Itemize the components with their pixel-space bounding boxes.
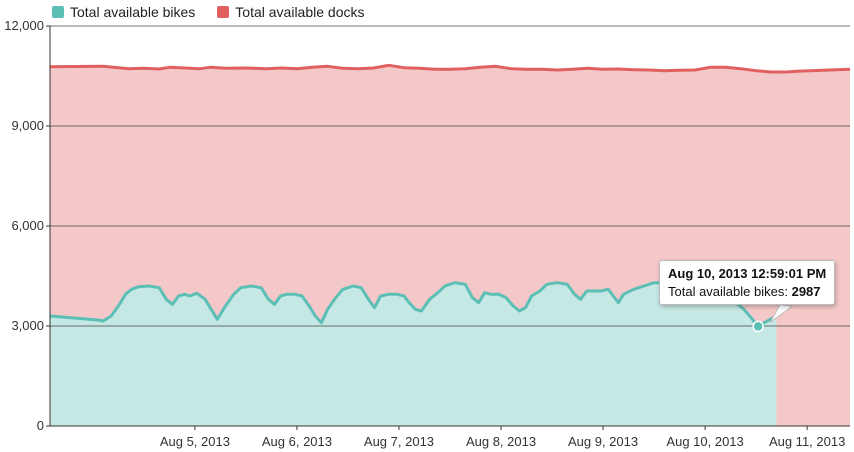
tooltip-body: Total available bikes: 2987 — [668, 284, 821, 299]
series-areas — [50, 65, 850, 427]
legend: Total available bikes Total available do… — [52, 4, 386, 20]
x-tick-label: Aug 5, 2013 — [160, 434, 230, 449]
x-tick-label: Aug 10, 2013 — [666, 434, 743, 449]
gridlines — [50, 25, 850, 327]
x-tick-label: Aug 11, 2013 — [769, 434, 845, 449]
tooltip-point — [752, 320, 764, 333]
legend-item-docks[interactable]: Total available docks — [217, 4, 364, 20]
y-tick-label: 3,000 — [11, 318, 44, 333]
tooltip-title: Aug 10, 2013 12:59:01 PM — [668, 266, 827, 281]
legend-label-bikes: Total available bikes — [70, 4, 196, 20]
legend-label-docks: Total available docks — [235, 4, 365, 20]
y-tick-label: 6,000 — [11, 218, 44, 233]
tooltip-value: 2987 — [791, 284, 821, 299]
x-tick-label: Aug 9, 2013 — [568, 434, 638, 449]
x-axis-ticks: Aug 5, 2013 Aug 6, 2013 Aug 7, 2013 Aug 8, … — [160, 426, 845, 449]
y-tick-label: 0 — [37, 418, 44, 433]
tooltip-series-name: Total available bikes — [668, 284, 785, 299]
tooltip-pointer — [769, 303, 794, 323]
x-tick-label: Aug 6, 2013 — [262, 434, 332, 449]
legend-swatch-bikes — [52, 6, 64, 18]
y-tick-label: 12,000 — [4, 18, 44, 33]
tooltip-marker — [752, 303, 794, 333]
y-axis-ticks: 0 3,000 6,000 9,000 12,000 — [4, 18, 50, 433]
x-tick-label: Aug 7, 2013 — [364, 434, 434, 449]
series-line-docks — [49, 63, 851, 74]
y-tick-label: 9,000 — [11, 118, 44, 133]
legend-swatch-docks — [217, 6, 230, 18]
tooltip: Aug 10, 2013 12:59:01 PM Total available… — [659, 260, 836, 305]
area-bikes — [50, 282, 777, 426]
legend-item-bikes[interactable]: Total available bikes — [52, 4, 195, 20]
x-tick-label: Aug 8, 2013 — [466, 434, 536, 449]
